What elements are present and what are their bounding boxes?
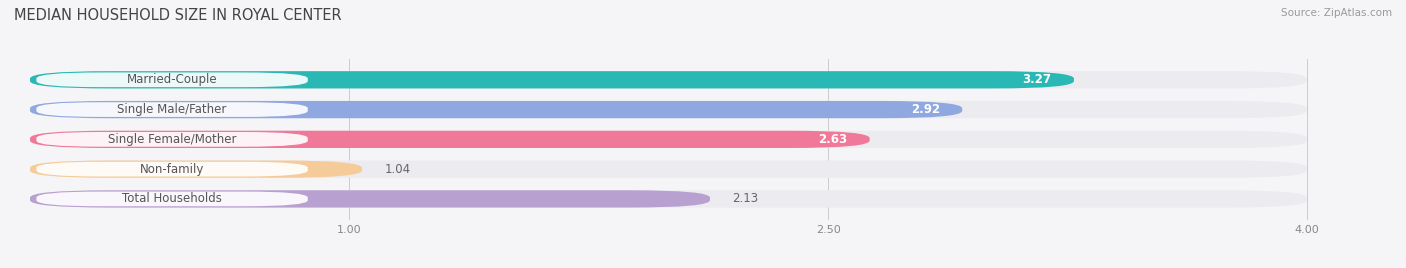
FancyBboxPatch shape xyxy=(37,192,308,206)
Text: Total Households: Total Households xyxy=(122,192,222,205)
FancyBboxPatch shape xyxy=(30,131,870,148)
Text: 2.92: 2.92 xyxy=(911,103,939,116)
Text: 2.13: 2.13 xyxy=(733,192,758,205)
Text: Source: ZipAtlas.com: Source: ZipAtlas.com xyxy=(1281,8,1392,18)
FancyBboxPatch shape xyxy=(37,132,308,147)
Text: 1.04: 1.04 xyxy=(384,163,411,176)
Text: 3.27: 3.27 xyxy=(1022,73,1052,86)
Text: Single Male/Father: Single Male/Father xyxy=(117,103,226,116)
FancyBboxPatch shape xyxy=(37,72,308,87)
FancyBboxPatch shape xyxy=(37,162,308,177)
FancyBboxPatch shape xyxy=(30,161,361,178)
Text: Married-Couple: Married-Couple xyxy=(127,73,218,86)
Text: 2.63: 2.63 xyxy=(818,133,848,146)
Text: Single Female/Mother: Single Female/Mother xyxy=(108,133,236,146)
FancyBboxPatch shape xyxy=(30,101,1308,118)
FancyBboxPatch shape xyxy=(30,190,1308,207)
FancyBboxPatch shape xyxy=(30,161,1308,178)
FancyBboxPatch shape xyxy=(30,190,710,207)
FancyBboxPatch shape xyxy=(30,71,1074,88)
Text: Non-family: Non-family xyxy=(141,163,204,176)
Text: MEDIAN HOUSEHOLD SIZE IN ROYAL CENTER: MEDIAN HOUSEHOLD SIZE IN ROYAL CENTER xyxy=(14,8,342,23)
FancyBboxPatch shape xyxy=(30,71,1308,88)
FancyBboxPatch shape xyxy=(37,102,308,117)
FancyBboxPatch shape xyxy=(30,131,1308,148)
FancyBboxPatch shape xyxy=(30,101,962,118)
